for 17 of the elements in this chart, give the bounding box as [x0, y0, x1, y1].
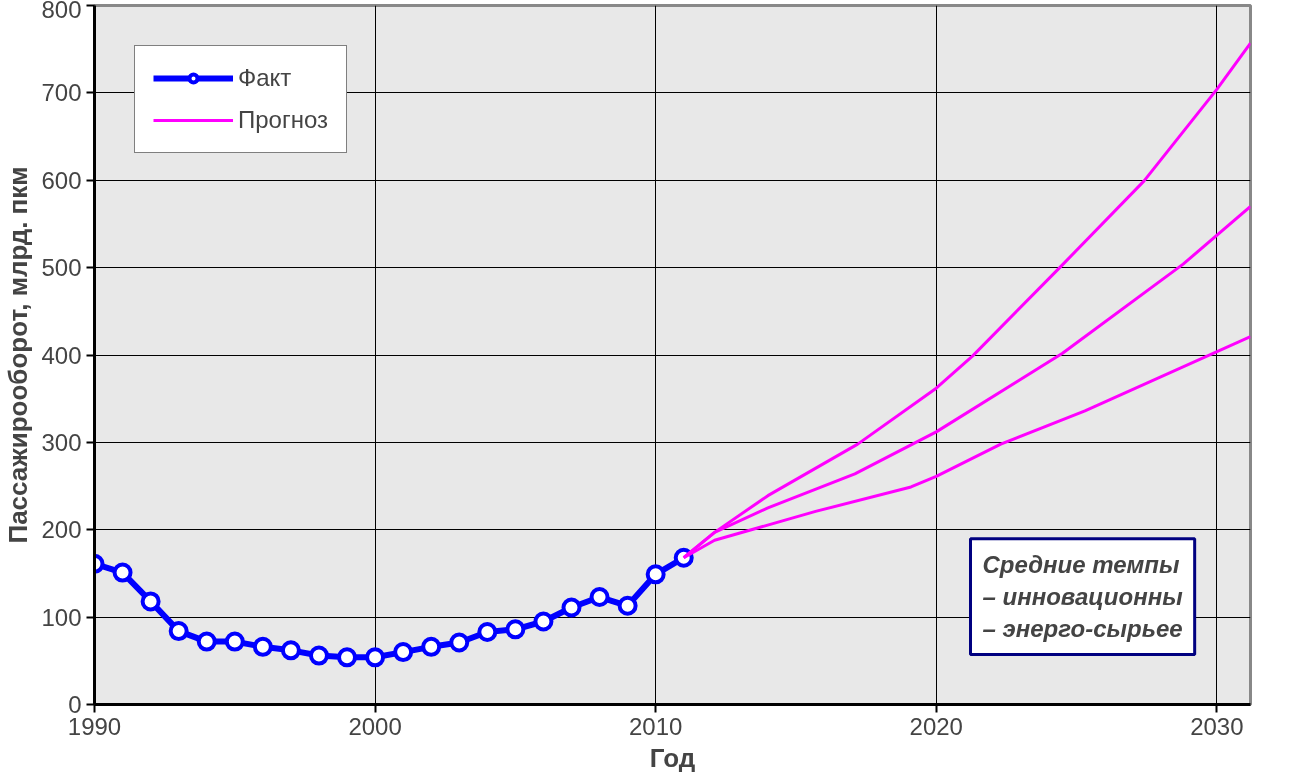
x-tick-label: 2030: [1190, 712, 1244, 740]
annotation: Средние темпы – инновационны – энерго-сырьее: [982, 550, 1184, 643]
y-tick-label: 700: [41, 79, 82, 107]
y-tick-label: 600: [41, 166, 82, 194]
y-tick-label: 500: [41, 254, 82, 282]
x-tick-label: 2010: [628, 712, 683, 740]
x-tick-label: 2000: [348, 712, 402, 740]
y-axis-title: Пассажирооборот, млрд. пкм: [3, 166, 34, 544]
y-tick-label: 800: [41, 0, 82, 23]
x-axis-title: Год: [649, 742, 696, 773]
y-tick-label: 400: [41, 341, 82, 369]
legend-label: Прогноз: [238, 106, 329, 134]
y-tick-label: 200: [41, 516, 82, 544]
y-tick-label: 100: [41, 603, 82, 631]
x-tick-label: 2020: [909, 712, 963, 740]
y-tick-label: 300: [41, 428, 82, 456]
legend-label: Факт: [238, 64, 292, 92]
